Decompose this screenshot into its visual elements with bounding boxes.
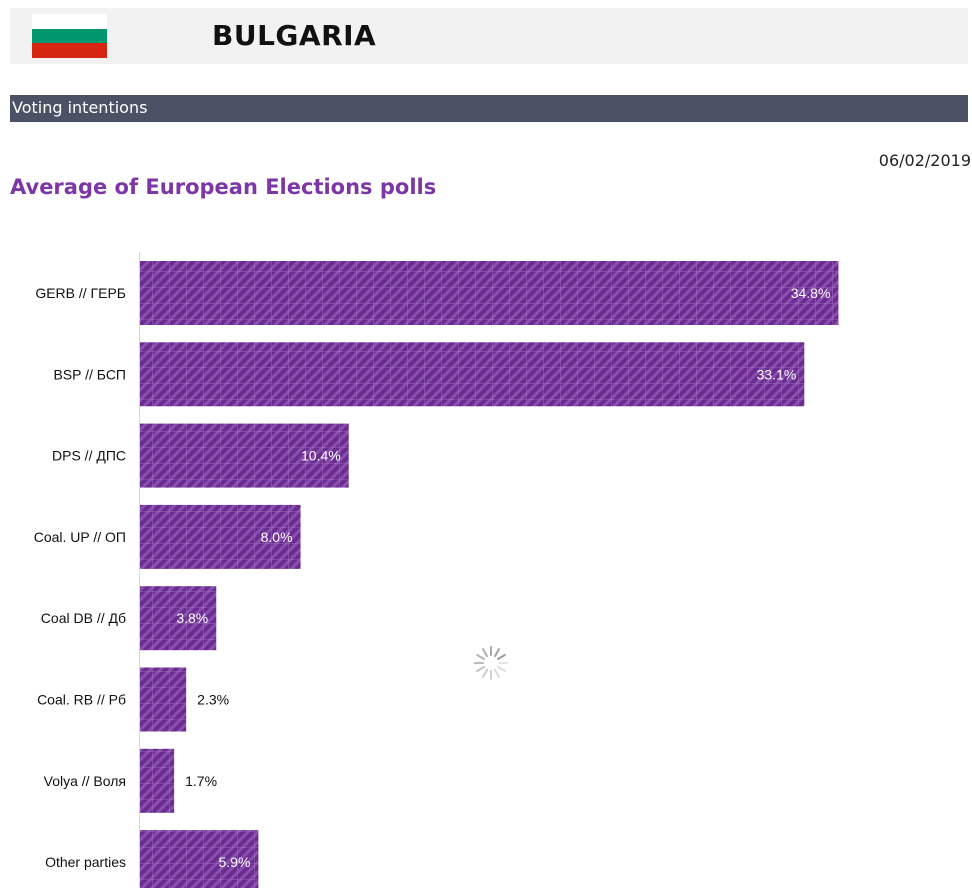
- bar-grid-overlay: [140, 261, 839, 325]
- poll-date: 06/02/2019: [878, 151, 971, 170]
- value-label: 2.3%: [197, 692, 229, 708]
- bar-grid-overlay: [140, 748, 175, 813]
- loading-spinner-icon: [474, 646, 508, 680]
- category-label: DPS // ДПС: [52, 448, 126, 464]
- value-label: 33.1%: [757, 366, 797, 382]
- category-label: Coal. RB // Рб: [37, 692, 126, 708]
- value-label: 3.8%: [176, 610, 208, 626]
- bar-1: [140, 261, 839, 325]
- value-labels: 34.8% 33.1% 10.4% 8.0% 3.8% 2.3% 1.7% 5.9%: [176, 285, 830, 870]
- country-name: BULGARIA: [212, 19, 377, 52]
- bulgaria-flag-icon: [32, 14, 107, 58]
- bar-7: [140, 748, 175, 813]
- value-label: 8.0%: [261, 529, 293, 545]
- value-label: 10.4%: [301, 448, 341, 464]
- bar-grid-overlay: [140, 342, 805, 407]
- chart-title: Average of European Elections polls: [10, 175, 437, 199]
- bar-3: [140, 423, 349, 488]
- bar-grid-overlay: [140, 504, 301, 569]
- bar-grid-overlay: [140, 586, 217, 651]
- bar-grid-overlay: [140, 830, 259, 888]
- category-label: GERB // ГЕРБ: [35, 285, 126, 301]
- country-header: BULGARIA: [10, 8, 968, 64]
- category-label: Other parties: [45, 854, 126, 870]
- value-label: 1.7%: [185, 773, 217, 789]
- bar-grid-overlay: [140, 667, 187, 732]
- category-label: Coal. UP // ОП: [34, 529, 126, 545]
- bar-2: [140, 342, 805, 407]
- category-label: BSP // БСП: [53, 366, 126, 382]
- section-title: Voting intentions: [12, 98, 148, 117]
- flag-stripe-white: [32, 14, 107, 29]
- bar-6: [140, 667, 187, 732]
- bar-4: [140, 504, 301, 569]
- bars: [140, 261, 839, 888]
- bar-5: [140, 586, 217, 651]
- value-label: 34.8%: [791, 285, 831, 301]
- category-labels: GERB // ГЕРБ BSP // БСП DPS // ДПС Coal. UP…: [34, 285, 126, 870]
- category-label: Volya // Воля: [44, 773, 126, 789]
- flag-stripe-red: [32, 43, 107, 58]
- section-header: Voting intentions: [10, 95, 968, 122]
- value-label: 5.9%: [218, 854, 250, 870]
- category-label: Coal DB // Дб: [41, 610, 126, 626]
- bar-8: [140, 830, 259, 888]
- bar-grid-overlay: [140, 423, 349, 488]
- flag-stripe-green: [32, 28, 107, 44]
